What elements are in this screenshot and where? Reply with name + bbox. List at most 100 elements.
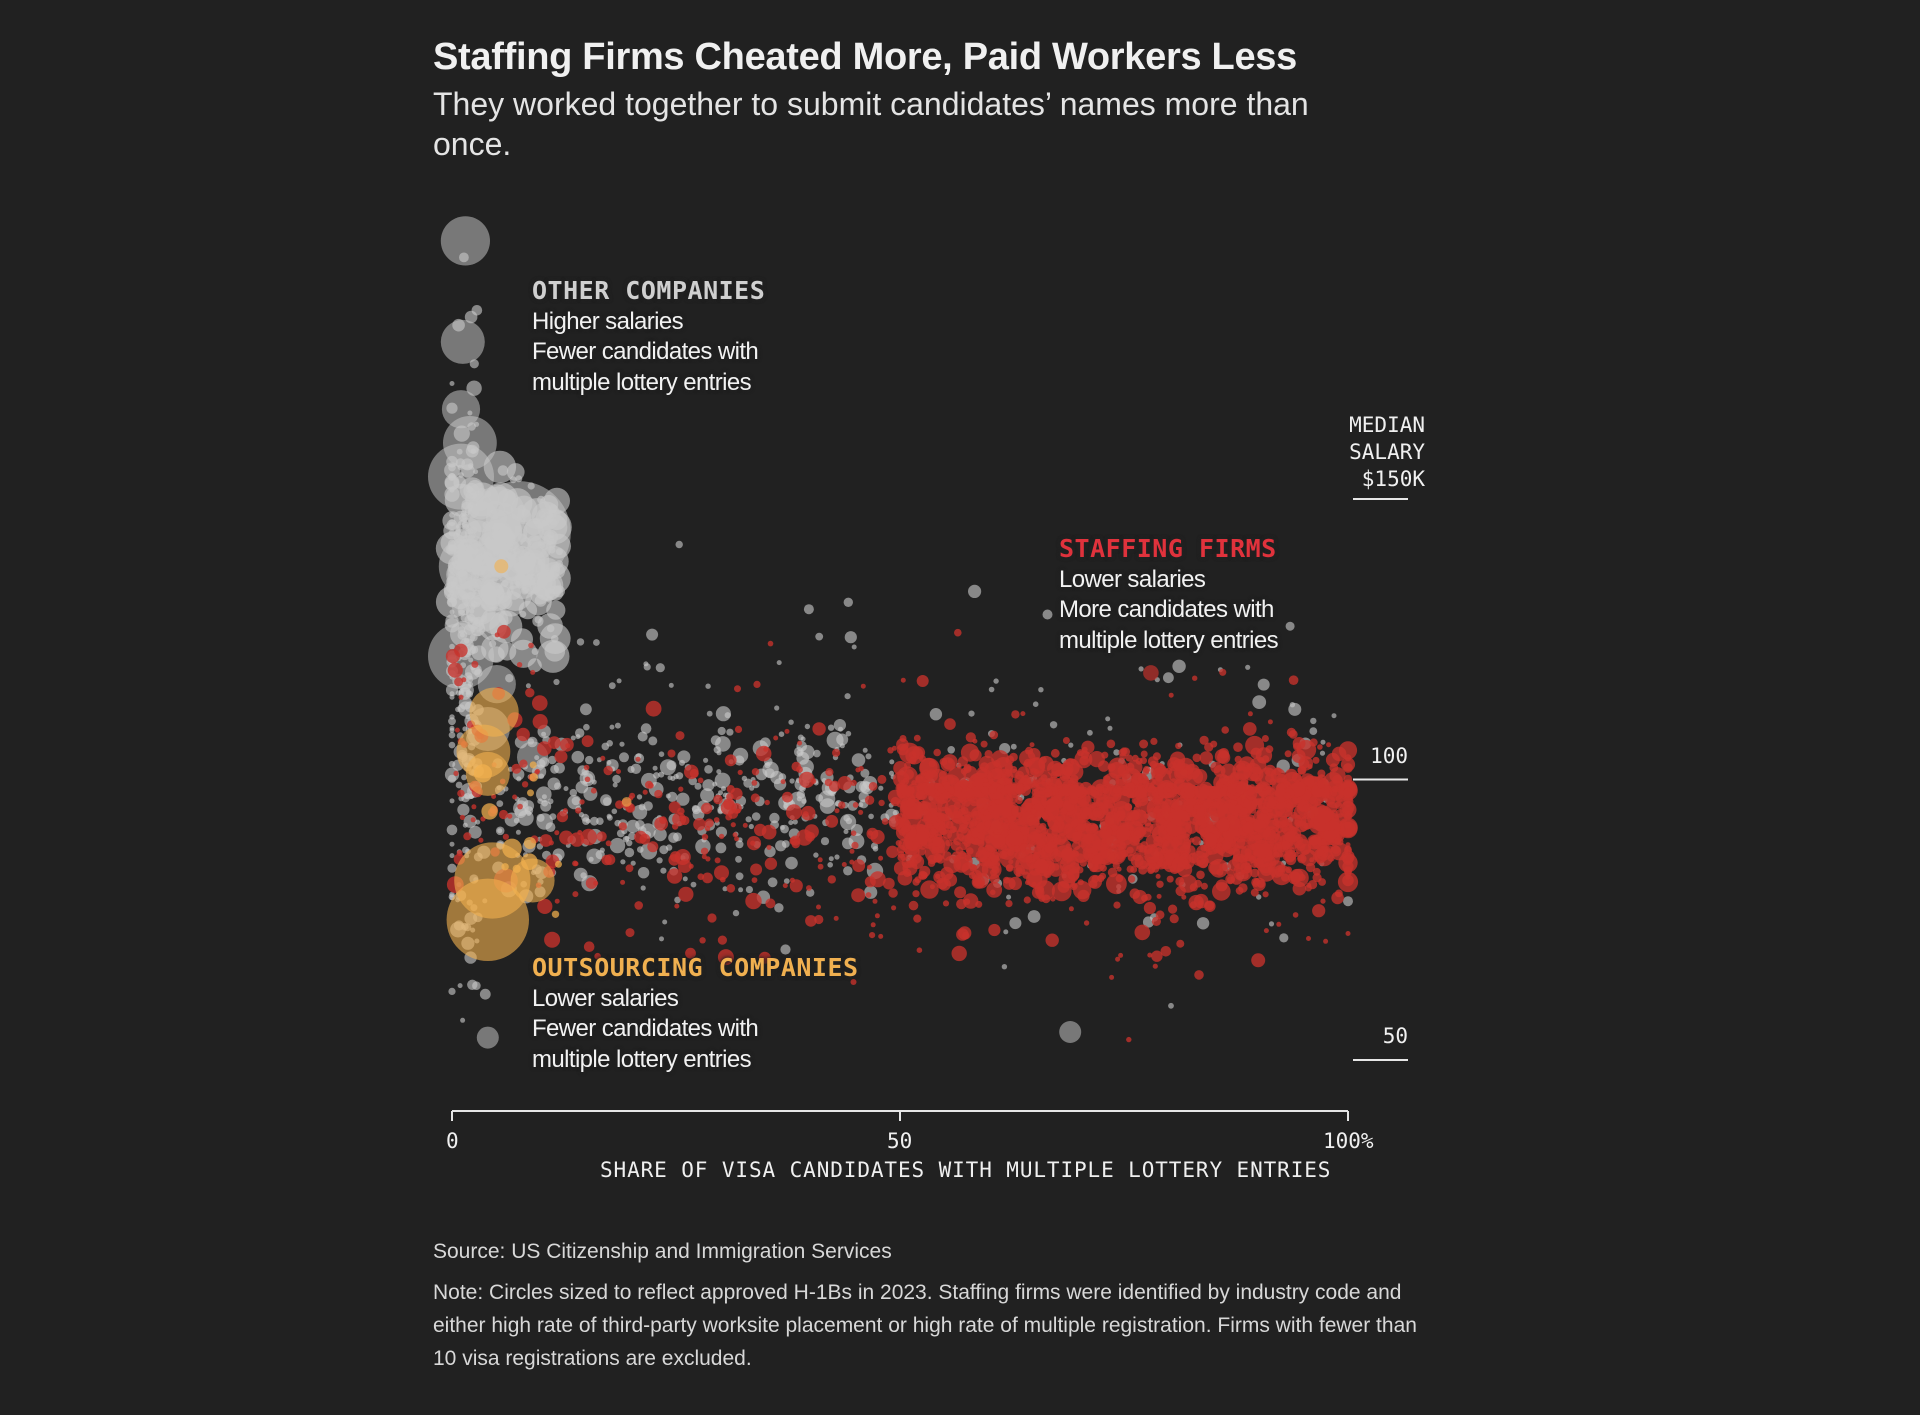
data-point-staffing xyxy=(1142,777,1150,785)
data-point-staffing xyxy=(933,748,941,757)
data-point-staffing xyxy=(605,840,612,847)
data-point-staffing xyxy=(668,801,681,814)
data-point-staffing xyxy=(919,755,926,762)
data-point-other xyxy=(471,305,483,316)
data-point-staffing xyxy=(920,880,939,899)
data-point-other xyxy=(547,798,554,805)
data-point-other xyxy=(446,824,458,836)
data-point-other xyxy=(658,751,665,757)
data-point-staffing xyxy=(1143,813,1149,819)
data-point-other xyxy=(703,757,709,763)
data-point-other xyxy=(851,644,857,650)
data-point-other xyxy=(673,773,679,780)
bubble-other xyxy=(440,216,490,266)
data-point-staffing xyxy=(1265,745,1274,754)
data-point-staffing xyxy=(1314,805,1333,824)
data-point-staffing xyxy=(1279,820,1287,827)
data-point-staffing xyxy=(784,728,790,734)
data-point-staffing xyxy=(734,725,743,734)
data-point-staffing xyxy=(580,828,598,846)
data-point-staffing xyxy=(940,757,956,772)
data-point-staffing xyxy=(900,853,908,861)
data-point-other xyxy=(547,755,557,765)
data-point-staffing xyxy=(1309,857,1315,863)
data-point-outsourcing xyxy=(523,837,537,850)
data-point-staffing xyxy=(647,841,659,853)
data-point-staffing xyxy=(874,913,880,919)
data-point-staffing xyxy=(1340,821,1356,837)
data-point-staffing xyxy=(1275,824,1284,834)
data-point-staffing xyxy=(987,805,994,813)
data-point-staffing xyxy=(991,865,999,872)
data-point-staffing xyxy=(517,803,523,810)
data-point-other xyxy=(576,638,585,646)
data-point-staffing xyxy=(782,883,788,889)
data-point-other xyxy=(466,380,482,396)
data-point-other xyxy=(1310,717,1317,725)
data-point-staffing xyxy=(590,787,597,794)
data-point-other xyxy=(514,805,527,818)
data-point-staffing xyxy=(1334,837,1342,845)
chart-title: Staffing Firms Cheated More, Paid Worker… xyxy=(433,36,1297,78)
data-point-staffing xyxy=(1044,792,1050,798)
data-point-staffing xyxy=(1149,760,1158,769)
data-point-staffing xyxy=(714,865,729,881)
data-point-staffing xyxy=(878,799,885,807)
data-point-staffing xyxy=(1068,906,1074,912)
data-point-staffing xyxy=(753,680,761,689)
data-point-staffing xyxy=(1345,842,1351,848)
bubble-outsourcing xyxy=(465,751,510,796)
data-point-other xyxy=(449,891,455,898)
data-point-other xyxy=(457,983,463,989)
data-point-other xyxy=(751,812,761,821)
data-point-staffing xyxy=(1033,846,1042,854)
data-point-staffing xyxy=(1051,824,1059,832)
series-other-companies xyxy=(428,216,1353,1049)
data-point-other xyxy=(715,842,727,854)
data-point-staffing xyxy=(1253,819,1267,833)
data-point-staffing xyxy=(1071,841,1081,851)
y-tick-label-100: 100 xyxy=(1370,744,1408,768)
data-point-other xyxy=(460,1017,466,1023)
data-point-other xyxy=(659,936,664,942)
data-point-staffing xyxy=(1334,801,1343,809)
data-point-staffing xyxy=(1156,893,1162,899)
data-point-staffing xyxy=(908,900,919,911)
data-point-staffing xyxy=(1033,769,1040,775)
data-point-other xyxy=(563,786,569,792)
data-point-staffing xyxy=(1226,868,1234,877)
data-point-staffing xyxy=(988,923,1001,937)
data-point-other xyxy=(726,728,734,736)
data-point-staffing xyxy=(1219,668,1227,676)
data-point-staffing xyxy=(1297,854,1307,864)
data-point-other xyxy=(715,826,728,838)
data-point-staffing xyxy=(919,809,932,822)
data-point-other xyxy=(878,785,884,791)
data-point-staffing xyxy=(1067,868,1080,881)
data-point-staffing xyxy=(1148,784,1156,791)
data-point-staffing xyxy=(1008,859,1014,865)
data-point-staffing xyxy=(916,675,929,687)
data-point-staffing xyxy=(1152,963,1158,969)
data-point-staffing xyxy=(1237,766,1251,780)
data-point-staffing xyxy=(1291,749,1306,763)
data-point-other xyxy=(606,740,613,747)
data-point-staffing xyxy=(1160,946,1172,957)
data-point-staffing xyxy=(1247,711,1253,717)
data-point-other xyxy=(580,703,592,716)
data-point-other xyxy=(553,678,560,686)
data-point-other xyxy=(536,786,552,802)
data-point-other xyxy=(813,749,821,758)
data-point-staffing xyxy=(1238,883,1248,893)
data-point-staffing xyxy=(935,873,941,879)
data-point-other xyxy=(624,847,635,858)
data-point-staffing xyxy=(1175,885,1186,897)
data-point-other xyxy=(571,796,581,806)
data-point-other xyxy=(743,778,753,788)
data-point-staffing xyxy=(901,825,908,833)
data-point-staffing xyxy=(833,915,839,921)
data-point-staffing xyxy=(1041,827,1049,835)
data-point-staffing xyxy=(827,875,836,884)
data-point-staffing xyxy=(1165,859,1173,866)
data-point-staffing xyxy=(629,792,636,799)
